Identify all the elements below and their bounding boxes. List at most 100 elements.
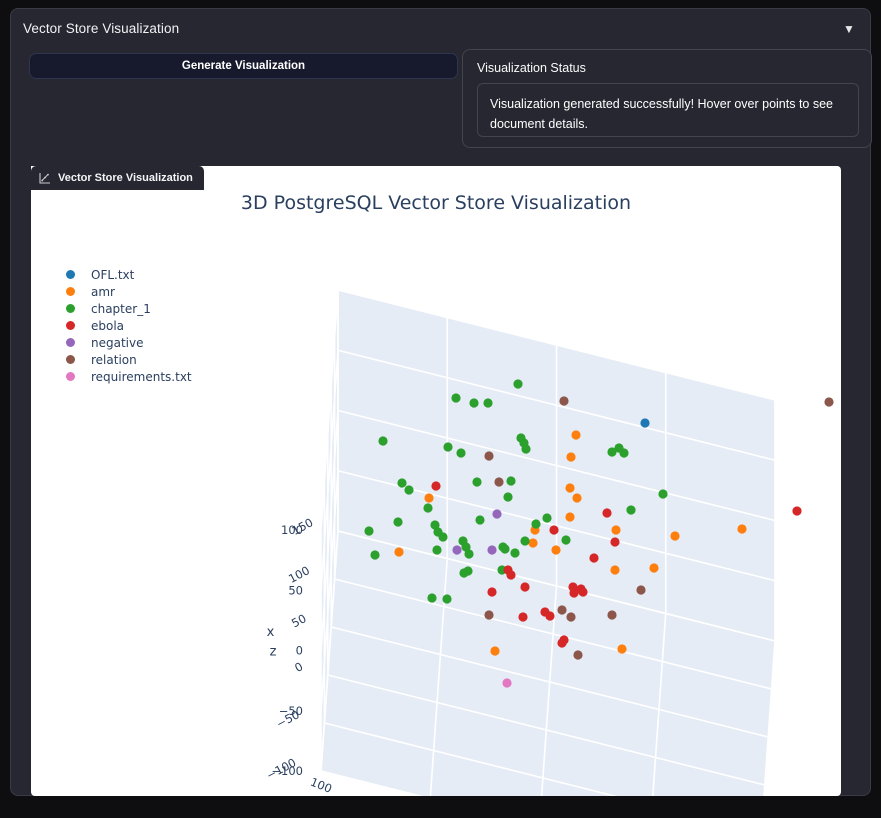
scatter-point[interactable] [649,563,659,573]
scatter-point[interactable] [578,587,588,597]
legend-item[interactable]: chapter_1 [59,300,192,317]
scatter-point[interactable] [589,553,599,563]
scatter-point[interactable] [483,398,493,408]
legend-item-label: OFL.txt [91,267,135,282]
scatter-point[interactable] [658,489,668,499]
scatter-point[interactable] [640,418,650,428]
scatter-point[interactable] [442,594,452,604]
tab-vector-store-visualization[interactable]: Vector Store Visualization [31,166,204,190]
scatter-point[interactable] [484,610,494,620]
scatter-point[interactable] [431,481,441,491]
scatter-point[interactable] [487,545,497,555]
scatter-point[interactable] [456,448,466,458]
scatter-point[interactable] [617,644,627,654]
chart-title: 3D PostgreSQL Vector Store Visualization [240,192,632,214]
scatter-point[interactable] [607,610,617,620]
scatter-point[interactable] [394,547,404,557]
scatter-point[interactable] [561,535,571,545]
scatter-point[interactable] [378,436,388,446]
scatter-point[interactable] [636,585,646,595]
scatter-point[interactable] [626,505,636,515]
generate-visualization-button[interactable]: Generate Visualization [29,53,458,79]
scatter-point[interactable] [520,582,530,592]
scatter-point[interactable] [566,452,576,462]
scatter-point[interactable] [565,512,575,522]
scatter-point[interactable] [542,513,552,523]
scatter-point[interactable] [573,650,583,660]
scatter-point[interactable] [503,492,513,502]
scatter-point[interactable] [571,430,581,440]
scatter-point[interactable] [452,545,462,555]
grid-line [337,349,776,462]
scatter-point[interactable] [610,565,620,575]
scatter-point[interactable] [427,593,437,603]
legend-item[interactable]: requirements.txt [59,368,192,385]
scatter-point[interactable] [521,444,531,454]
scatter-point[interactable] [469,398,479,408]
scatter-point[interactable] [404,485,414,495]
scatter-point[interactable] [423,503,433,513]
scatter-point[interactable] [824,397,834,407]
scatter-point[interactable] [463,566,473,576]
scatter-point[interactable] [566,612,576,622]
scatter-point[interactable] [607,447,617,457]
scatter-point[interactable] [792,506,802,516]
scatter-point[interactable] [510,548,520,558]
scatter-point[interactable] [464,549,474,559]
scatter-point[interactable] [424,493,434,503]
scatter3d-scene[interactable]: 100500−50−100150100500−50−100100500−50−1… [31,166,841,796]
scatter-point[interactable] [559,396,569,406]
scatter-point[interactable] [432,545,442,555]
scatter-point[interactable] [443,442,453,452]
scatter-point[interactable] [545,611,555,621]
scatter-point[interactable] [494,477,504,487]
scatter-point[interactable] [492,509,502,519]
scatter-point[interactable] [557,605,567,615]
scatter-point[interactable] [565,483,575,493]
scatter-point[interactable] [461,542,471,552]
scatter-point[interactable] [569,588,579,598]
scatter-point[interactable] [498,542,508,552]
scatter-point[interactable] [518,612,528,622]
scatter-point[interactable] [610,537,620,547]
scatter-point[interactable] [487,587,497,597]
grid-line [320,530,339,772]
scatter-point[interactable] [451,393,461,403]
scatter-point[interactable] [549,525,559,535]
scatter-point[interactable] [619,448,629,458]
grid-line [337,409,776,522]
scatter-point[interactable] [670,531,680,541]
scatter-point[interactable] [364,526,374,536]
scatter-point[interactable] [472,477,482,487]
scatter-point[interactable] [602,508,612,518]
chevron-down-icon[interactable]: ▼ [843,22,855,36]
scatter-point[interactable] [531,519,541,529]
scatter-point[interactable] [393,517,403,527]
scatter-point[interactable] [430,520,440,530]
legend-swatch-icon [66,304,75,313]
scatter-point[interactable] [506,476,516,486]
scatter-point[interactable] [506,570,516,580]
scatter-point[interactable] [433,527,443,537]
scatter-point[interactable] [572,493,582,503]
scatter-point[interactable] [551,545,561,555]
scatter-point[interactable] [502,678,512,688]
x-tick-label: −100 [264,755,298,782]
grid-line [320,350,339,591]
scatter-point[interactable] [737,524,747,534]
scatter-point[interactable] [611,525,621,535]
legend-item[interactable]: relation [59,351,192,368]
legend-item[interactable]: OFL.txt [59,266,192,283]
scatter-point[interactable] [528,538,538,548]
scatter-point[interactable] [370,550,380,560]
legend-item[interactable]: ebola [59,317,192,334]
scatter-point[interactable] [484,451,494,461]
legend-item[interactable]: negative [59,334,192,351]
scatter-point[interactable] [475,515,485,525]
scatter-point[interactable] [520,536,530,546]
scatter-point[interactable] [513,379,523,389]
scatter-point[interactable] [397,478,407,488]
legend-item[interactable]: amr [59,283,192,300]
scatter-point[interactable] [490,646,500,656]
scatter-point[interactable] [557,638,567,648]
